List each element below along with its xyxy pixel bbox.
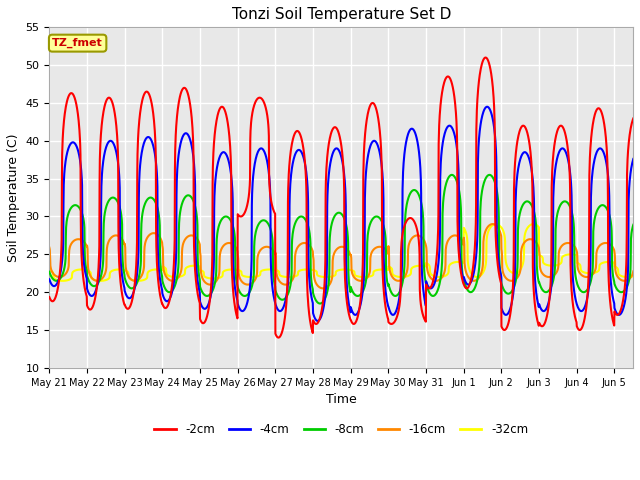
Title: Tonzi Soil Temperature Set D: Tonzi Soil Temperature Set D	[232, 7, 451, 22]
Text: TZ_fmet: TZ_fmet	[52, 38, 103, 48]
X-axis label: Time: Time	[326, 393, 356, 406]
Legend: -2cm, -4cm, -8cm, -16cm, -32cm: -2cm, -4cm, -8cm, -16cm, -32cm	[150, 418, 532, 441]
Y-axis label: Soil Temperature (C): Soil Temperature (C)	[7, 133, 20, 262]
